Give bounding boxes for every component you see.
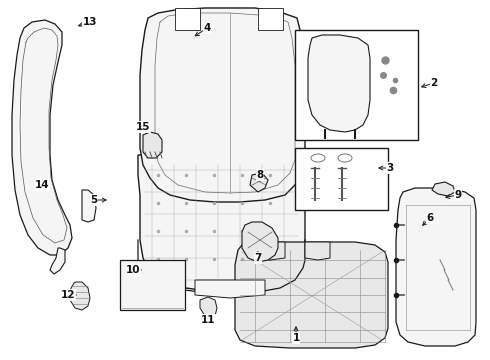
- Text: 12: 12: [61, 290, 75, 300]
- Text: 7: 7: [254, 253, 262, 263]
- Polygon shape: [235, 242, 388, 348]
- Text: 11: 11: [201, 315, 215, 325]
- Polygon shape: [305, 242, 330, 260]
- Polygon shape: [175, 8, 200, 30]
- Polygon shape: [143, 132, 162, 158]
- Text: 9: 9: [454, 190, 462, 200]
- Polygon shape: [82, 190, 96, 222]
- Polygon shape: [12, 20, 72, 255]
- Polygon shape: [258, 8, 283, 30]
- Polygon shape: [120, 260, 185, 310]
- Text: 13: 13: [83, 17, 97, 27]
- Polygon shape: [50, 248, 65, 274]
- Polygon shape: [308, 35, 370, 132]
- Polygon shape: [250, 173, 268, 192]
- Polygon shape: [70, 282, 90, 310]
- Text: 10: 10: [126, 265, 140, 275]
- Text: 4: 4: [203, 23, 211, 33]
- Polygon shape: [432, 182, 455, 196]
- Text: 3: 3: [387, 163, 393, 173]
- Polygon shape: [195, 280, 265, 298]
- Text: 14: 14: [35, 180, 49, 190]
- Text: 2: 2: [430, 78, 438, 88]
- Text: 15: 15: [136, 122, 150, 132]
- Polygon shape: [140, 8, 305, 202]
- Text: 6: 6: [426, 213, 434, 223]
- Text: 5: 5: [90, 195, 98, 205]
- Polygon shape: [295, 30, 418, 140]
- Text: 8: 8: [256, 170, 264, 180]
- Polygon shape: [242, 222, 278, 262]
- Polygon shape: [396, 188, 476, 346]
- Polygon shape: [200, 297, 217, 320]
- Polygon shape: [295, 148, 388, 210]
- Polygon shape: [138, 155, 305, 290]
- Polygon shape: [255, 242, 285, 260]
- Text: 1: 1: [293, 333, 299, 343]
